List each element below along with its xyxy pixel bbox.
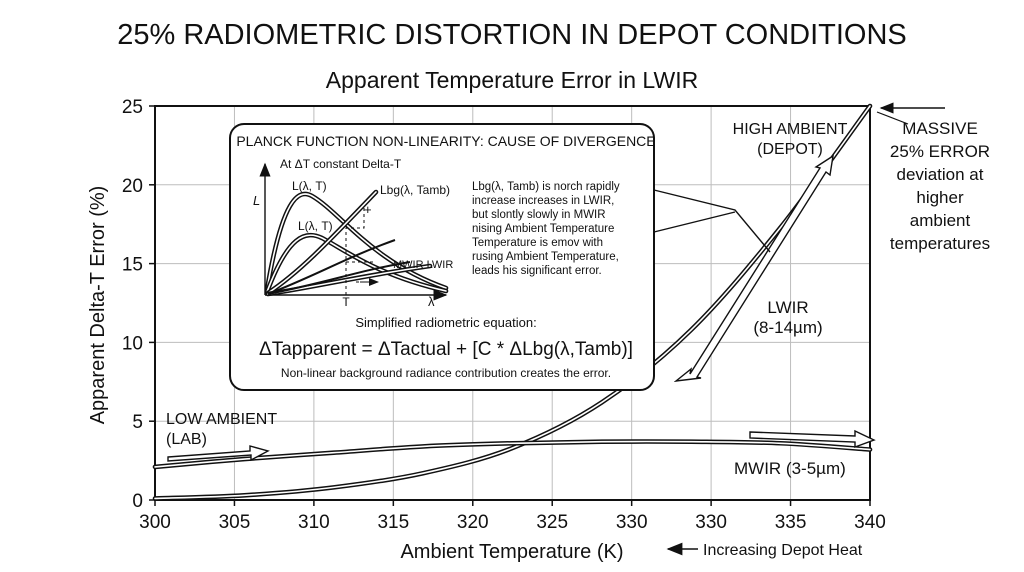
- low-ambient-label-2: (LAB): [166, 431, 207, 448]
- massive-line-3: deviation at: [897, 165, 984, 184]
- inset-axis-x-label: λ: [428, 294, 435, 309]
- series-line-fill: [154, 105, 871, 500]
- chart-title: 25% RADIOMETRIC DISTORTION IN DEPOT COND…: [117, 19, 907, 51]
- low-ambient-arrow: [167, 445, 270, 462]
- inset-plus: +: [364, 202, 372, 217]
- y-tick-label: 0: [132, 491, 143, 512]
- massive-line-5: ambient: [910, 211, 971, 230]
- x-tick-label: 335: [775, 512, 807, 533]
- x-axis-label: Ambient Temperature (K): [400, 541, 623, 563]
- series-line-fill: [154, 440, 871, 468]
- mwir-label: MWIR (3-5µm): [734, 459, 846, 478]
- x-tick-label: 330: [616, 512, 648, 533]
- y-tick-label: 15: [122, 255, 143, 276]
- inset-mwir-lwir: MWIR LWIR: [393, 259, 453, 271]
- increasing-heat-label: Increasing Depot Heat: [703, 542, 863, 559]
- y-tick-label: 20: [122, 176, 143, 197]
- inset-explanation-line: Temperature is emov with: [472, 237, 603, 249]
- x-tick-label: 315: [377, 512, 409, 533]
- inset-curve-label-1: L(λ, T): [292, 179, 327, 193]
- inset-subtitle: At ΔT constant Delta-T: [280, 157, 402, 171]
- inset-curve-label-bg: Lbg(λ, Tamb): [380, 183, 450, 197]
- series-lwir: [152, 103, 873, 501]
- chart-subtitle: Apparent Temperature Error in LWIR: [326, 67, 698, 93]
- high-ambient-label-1: HIGH AMBIENT: [733, 121, 848, 138]
- lwir-double-arrow: [673, 154, 834, 382]
- inset-explanation-line: nising Ambient Temperature: [472, 223, 614, 235]
- inset-curve-label-2: L(λ, T): [298, 219, 333, 233]
- inset-explanation-line: rusing Ambient Temperature,: [472, 251, 619, 263]
- inset-explanation: Lbg(λ, Tamb) is norch rapidly increase i…: [472, 181, 620, 277]
- inset-title: PLANCK FUNCTION NON-LINEARITY: CAUSE OF …: [236, 133, 655, 149]
- x-tick-label: 320: [457, 512, 489, 533]
- y-tick-label: 5: [132, 412, 143, 433]
- inset-callout-lines: [653, 189, 771, 253]
- massive-leader: [876, 111, 909, 125]
- inset-panel: PLANCK FUNCTION NON-LINEARITY: CAUSE OF …: [229, 123, 771, 391]
- inset-planck-curves: [264, 189, 449, 297]
- inset-equation: ΔTapparent = ΔTactual + [C * ΔLbg(λ,Tamb…: [259, 339, 633, 360]
- high-ambient-label-2: (DEPOT): [757, 141, 823, 158]
- y-axis-label: Apparent Delta-T Error (%): [87, 186, 109, 425]
- x-tick-label: 325: [536, 512, 568, 533]
- inset-explanation-line: but slontly slowly in MWIR: [472, 209, 606, 221]
- inset-tick-t: T: [342, 295, 350, 309]
- mwir-arrow: [749, 429, 876, 449]
- inset-equation-caption: Simplified radiometric equation:: [355, 315, 536, 330]
- massive-line-4: higher: [916, 188, 964, 207]
- lwir-label-1: LWIR: [767, 298, 808, 317]
- tick-labels: 300 305 310 315 320 325 330 330 335 340 0 5 10 15 20 25: [122, 97, 886, 533]
- inset-axis-y-label: L: [253, 193, 260, 208]
- inset-box: [229, 123, 655, 391]
- inset-explanation-line: Lbg(λ, Tamb) is norch rapidly: [472, 181, 620, 193]
- massive-line-2: 25% ERROR: [890, 142, 990, 161]
- low-ambient-label-1: LOW AMBIENT: [166, 411, 277, 428]
- inset-footnote: Non-linear background radiance contribut…: [281, 366, 611, 380]
- x-tick-label: 300: [139, 512, 171, 533]
- inset-explanation-line: leads his significant error.: [472, 265, 602, 277]
- lwir-label-2: (8-14µm): [753, 318, 822, 337]
- x-tick-label: 305: [219, 512, 251, 533]
- series: [152, 103, 873, 501]
- massive-line-6: temperatures: [890, 234, 990, 253]
- series-mwir: [152, 439, 873, 470]
- x-tick-label: 340: [854, 512, 886, 533]
- massive-line-1: MASSIVE: [902, 119, 978, 138]
- inset-explanation-line: increase increases in LWIR,: [472, 195, 614, 207]
- massive-callout: MASSIVE 25% ERROR deviation at higher am…: [890, 119, 990, 253]
- y-tick-label: 10: [122, 333, 143, 354]
- plot-frame: [154, 105, 871, 501]
- x-tick-label: 310: [298, 512, 330, 533]
- y-tick-label: 25: [122, 97, 143, 118]
- x-tick-label: 330: [695, 512, 727, 533]
